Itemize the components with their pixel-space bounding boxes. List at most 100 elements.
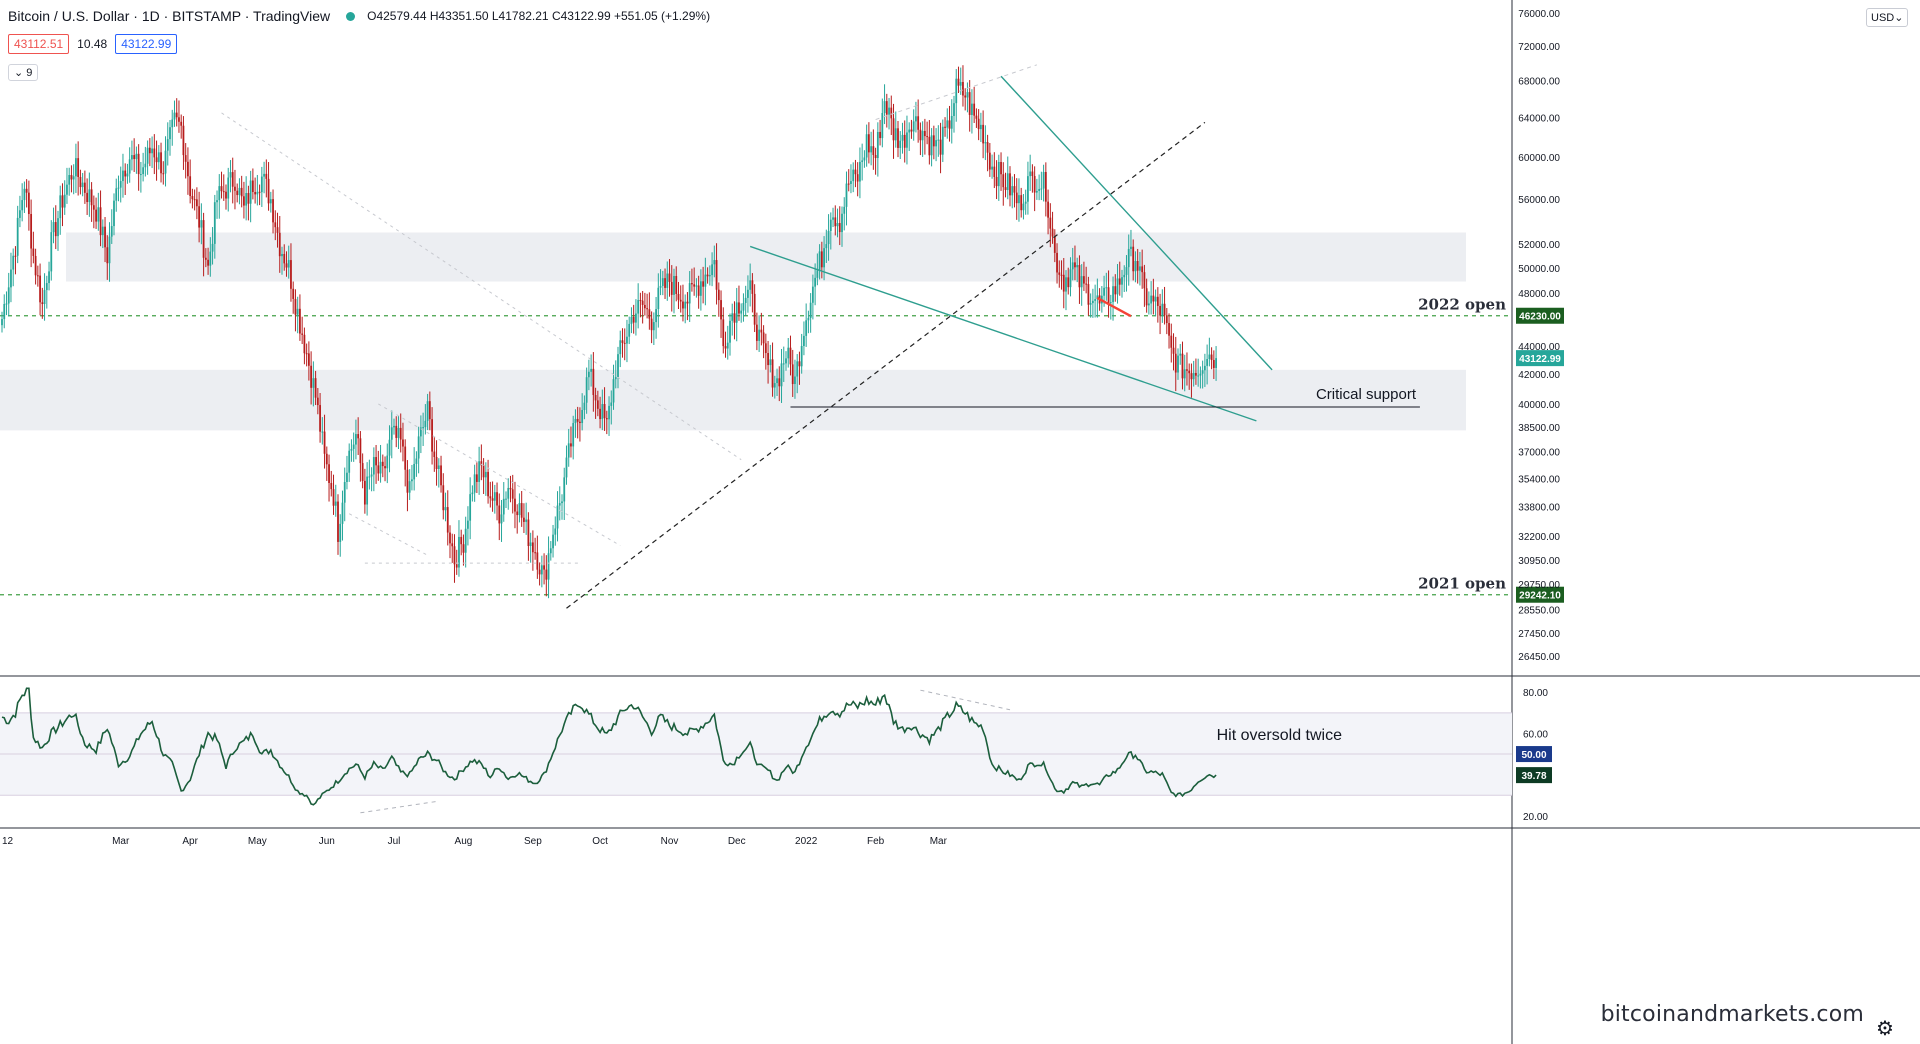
candle-body	[1089, 303, 1092, 305]
candle-body	[926, 136, 929, 138]
candle-body	[1049, 217, 1052, 229]
candle-body	[209, 251, 212, 266]
candle-body	[227, 177, 230, 199]
candle-body	[910, 129, 913, 132]
candle-body	[148, 147, 151, 154]
candle-body	[195, 199, 198, 207]
candle-body	[565, 457, 568, 478]
candle-body	[222, 191, 225, 193]
x-tick-label: Oct	[592, 836, 608, 847]
candle-body	[670, 281, 673, 295]
candle-body	[263, 173, 265, 177]
candle-body	[563, 477, 566, 502]
grey-channel-bottom	[348, 513, 428, 556]
y-tick-label: 28550.00	[1518, 605, 1560, 616]
gear-icon[interactable]: ⚙	[1876, 1018, 1894, 1040]
candle-body	[968, 92, 971, 115]
teal-trendline-upper	[1000, 75, 1273, 371]
support-zone-left	[0, 369, 66, 431]
candle-body	[299, 308, 301, 334]
candle-body	[639, 300, 642, 302]
candle-body	[789, 347, 792, 365]
candle-body	[1013, 186, 1016, 193]
candle-body	[422, 427, 425, 429]
candle-body	[702, 281, 705, 287]
candle-body	[937, 139, 940, 141]
candle-body	[106, 247, 109, 264]
candle-body	[92, 205, 95, 210]
candle-body	[27, 192, 30, 215]
candle-body	[128, 159, 131, 174]
candle-body	[175, 112, 178, 118]
candle-body	[245, 193, 248, 206]
candle-body	[115, 188, 118, 201]
candle-body	[475, 474, 478, 482]
candle-body	[706, 274, 709, 277]
candle-body	[1085, 283, 1088, 285]
candle-body	[1132, 246, 1135, 272]
candle-body	[137, 153, 140, 175]
candle-body	[1067, 277, 1070, 288]
candle-body	[1136, 261, 1139, 271]
y-tick-label: 35400.00	[1518, 474, 1560, 485]
candle-body	[484, 471, 487, 478]
candle-body	[249, 180, 252, 204]
candle-body	[525, 519, 528, 522]
symbol-title[interactable]: Bitcoin / U.S. Dollar · 1D · BITSTAMP · …	[8, 8, 331, 24]
candle-body	[370, 474, 373, 477]
candle-body	[1020, 195, 1023, 211]
candle-body	[650, 318, 653, 331]
candle-body	[547, 553, 550, 580]
candle-body	[614, 377, 617, 380]
candle-body	[596, 400, 599, 409]
candle-body	[12, 255, 15, 270]
candle-body	[1009, 173, 1011, 196]
candle-body	[959, 82, 962, 86]
candle-body	[1058, 272, 1061, 275]
candle-body	[991, 166, 993, 170]
candle-body	[1152, 295, 1155, 302]
candle-body	[1040, 188, 1043, 190]
candle-body	[343, 481, 346, 503]
candle-body	[834, 217, 837, 227]
currency-selector[interactable]: USD⌄	[1866, 8, 1909, 27]
rsi-mid-tag	[1516, 746, 1552, 763]
candle-body	[558, 503, 561, 506]
indicators-toggle[interactable]: ⌄ 9	[8, 64, 39, 81]
candle-body	[935, 140, 937, 147]
candle-body	[90, 189, 93, 206]
candle-body	[406, 469, 409, 493]
currency-label: USD	[1871, 12, 1895, 24]
candle-body	[643, 304, 646, 309]
y-tick-label: 32200.00	[1518, 532, 1560, 543]
last-price-label: 43122.99	[1519, 354, 1561, 365]
sell-button[interactable]: 43112.51	[8, 34, 70, 54]
y-tick-label: 27450.00	[1518, 629, 1560, 640]
rsi-tick-label: 80.00	[1523, 688, 1548, 699]
candle-body	[1103, 287, 1105, 296]
candle-body	[780, 363, 783, 387]
candle-body	[632, 316, 635, 323]
candle-body	[599, 408, 601, 420]
candle-body	[581, 409, 584, 424]
candle-body	[449, 532, 451, 544]
candle-body	[146, 147, 149, 164]
candle-body	[794, 376, 796, 385]
candle-body	[820, 251, 823, 268]
candle-body	[487, 471, 489, 497]
candle-body	[939, 139, 942, 155]
candle-body	[408, 481, 411, 493]
candle-body	[953, 103, 955, 117]
candle-body	[825, 244, 828, 249]
candle-body	[173, 112, 176, 120]
candle-body	[1134, 261, 1137, 272]
buy-button[interactable]: 43122.99	[115, 34, 178, 54]
candle-body	[691, 283, 693, 285]
candle-body	[1121, 277, 1123, 285]
candle-body	[861, 160, 864, 162]
candle-body	[361, 463, 364, 481]
candle-body	[1024, 201, 1027, 204]
candle-body	[117, 187, 120, 189]
